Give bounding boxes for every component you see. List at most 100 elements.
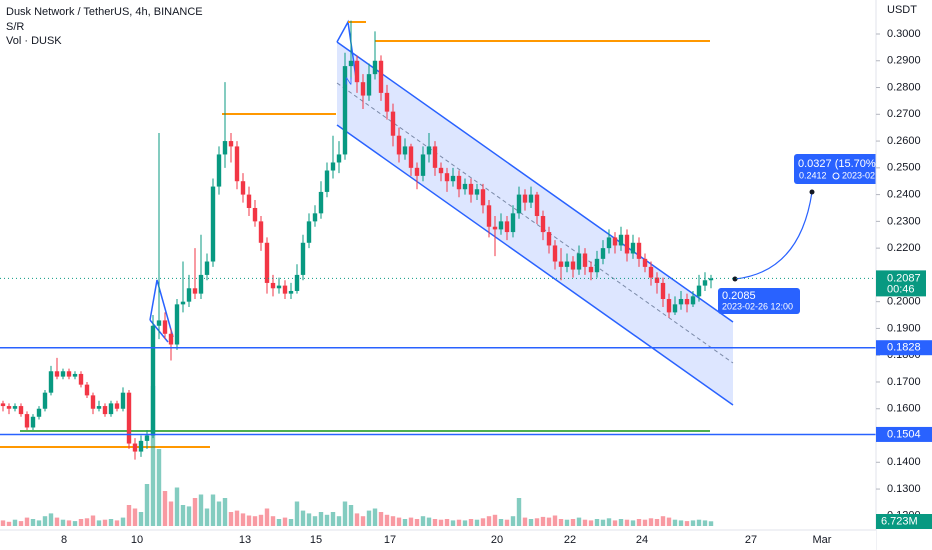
volume-bar bbox=[492, 514, 498, 526]
candle-body bbox=[18, 406, 24, 415]
candle-body bbox=[0, 403, 6, 407]
channel-mid bbox=[336, 82, 734, 364]
volume-bar bbox=[510, 516, 516, 526]
x-tick-label: 10 bbox=[131, 534, 143, 546]
volume-bar bbox=[660, 516, 666, 526]
price-line-box bbox=[876, 426, 932, 442]
volume-bar bbox=[210, 494, 216, 526]
candle-body bbox=[690, 296, 696, 305]
volume-bar bbox=[42, 516, 48, 526]
volume-bar bbox=[456, 519, 462, 526]
volume-bar bbox=[462, 520, 468, 526]
volume-bar bbox=[330, 512, 336, 526]
candle-body bbox=[156, 320, 162, 326]
candle-body bbox=[366, 74, 372, 96]
candle-body bbox=[210, 186, 216, 262]
candle-body bbox=[162, 320, 168, 334]
candle-body bbox=[36, 408, 42, 417]
volume-bar bbox=[396, 517, 402, 526]
x-tick-label: 22 bbox=[564, 534, 576, 546]
candle-body bbox=[306, 221, 312, 243]
volume-bar bbox=[132, 508, 138, 526]
candle-body bbox=[240, 181, 246, 195]
volume-bar bbox=[102, 519, 108, 526]
clock-icon bbox=[832, 172, 840, 180]
candle-body bbox=[288, 290, 294, 294]
volume-bar bbox=[516, 498, 522, 526]
channel-upper bbox=[336, 41, 734, 323]
candle-body bbox=[426, 146, 432, 155]
candle-body bbox=[534, 194, 540, 217]
volume-bar bbox=[390, 516, 396, 526]
volume-bar bbox=[678, 520, 684, 526]
candle-body bbox=[174, 304, 180, 345]
volume-bar bbox=[114, 520, 120, 526]
candle-body bbox=[438, 167, 444, 174]
volume-bar bbox=[642, 519, 648, 526]
candle-body bbox=[354, 60, 360, 83]
channel-fill bbox=[337, 42, 733, 405]
candle-body bbox=[42, 392, 48, 409]
volume-bar bbox=[276, 519, 282, 526]
volume-bar bbox=[402, 519, 408, 526]
candle-body bbox=[396, 135, 402, 155]
candle-body bbox=[528, 194, 534, 203]
volume-bar bbox=[204, 508, 210, 526]
candle-body bbox=[660, 282, 666, 299]
candle-body bbox=[468, 183, 474, 195]
y-tick-label: 0.1400 bbox=[887, 456, 921, 468]
candle-body bbox=[546, 232, 552, 246]
candle-body bbox=[672, 304, 678, 313]
cursor-time: 2023-02-26 12:00 bbox=[722, 301, 793, 311]
volume-bar bbox=[588, 520, 594, 526]
candle-body bbox=[504, 221, 510, 233]
pattern-label: N bbox=[345, 77, 352, 88]
candle-body bbox=[186, 288, 192, 302]
candle-body bbox=[252, 207, 258, 222]
candle-body bbox=[66, 371, 72, 377]
x-tick-label: 24 bbox=[636, 534, 648, 546]
volume-bar bbox=[84, 518, 90, 526]
candle-body bbox=[456, 175, 462, 190]
x-tick-label: 27 bbox=[745, 534, 757, 546]
volume-bar bbox=[468, 519, 474, 526]
candle-body bbox=[132, 443, 138, 452]
chart-title: Dusk Network / TetherUS, 4h, BINANCE bbox=[6, 6, 203, 18]
candle-body bbox=[192, 288, 198, 294]
volume-bar bbox=[90, 515, 96, 526]
volume-bar bbox=[426, 517, 432, 526]
volume-bar bbox=[24, 517, 30, 526]
y-tick-label: 0.2500 bbox=[887, 162, 921, 174]
candle-body bbox=[258, 221, 264, 243]
candle-body bbox=[204, 261, 210, 275]
candle-body bbox=[462, 183, 468, 190]
candle-body bbox=[246, 194, 252, 208]
volume-bar bbox=[594, 519, 600, 526]
candle-body bbox=[318, 191, 324, 214]
volume-bar bbox=[702, 520, 708, 526]
candle-body bbox=[678, 298, 684, 305]
candle-body bbox=[24, 414, 30, 428]
candle-body bbox=[12, 406, 18, 409]
candle-body bbox=[276, 285, 282, 289]
volume-bar bbox=[96, 520, 102, 526]
candle-body bbox=[576, 253, 582, 270]
volume-bar bbox=[444, 519, 450, 526]
candle-body bbox=[522, 194, 528, 203]
candle-body bbox=[432, 146, 438, 168]
candle-body bbox=[330, 162, 336, 171]
levels bbox=[0, 277, 876, 436]
volume-bar bbox=[552, 515, 558, 526]
candle-body bbox=[114, 403, 120, 409]
volume-bar bbox=[486, 516, 492, 526]
volume-bar bbox=[630, 520, 636, 526]
x-tick-label: 17 bbox=[384, 534, 396, 546]
anchor-dot bbox=[732, 276, 738, 282]
currency-label: USDT bbox=[887, 4, 917, 16]
candle-body bbox=[360, 82, 366, 96]
candle-body bbox=[516, 194, 522, 214]
volume-bar bbox=[216, 501, 222, 526]
volume-bar bbox=[408, 517, 414, 526]
candle-body bbox=[324, 170, 330, 192]
measure-date: 2023-02 bbox=[842, 170, 875, 180]
